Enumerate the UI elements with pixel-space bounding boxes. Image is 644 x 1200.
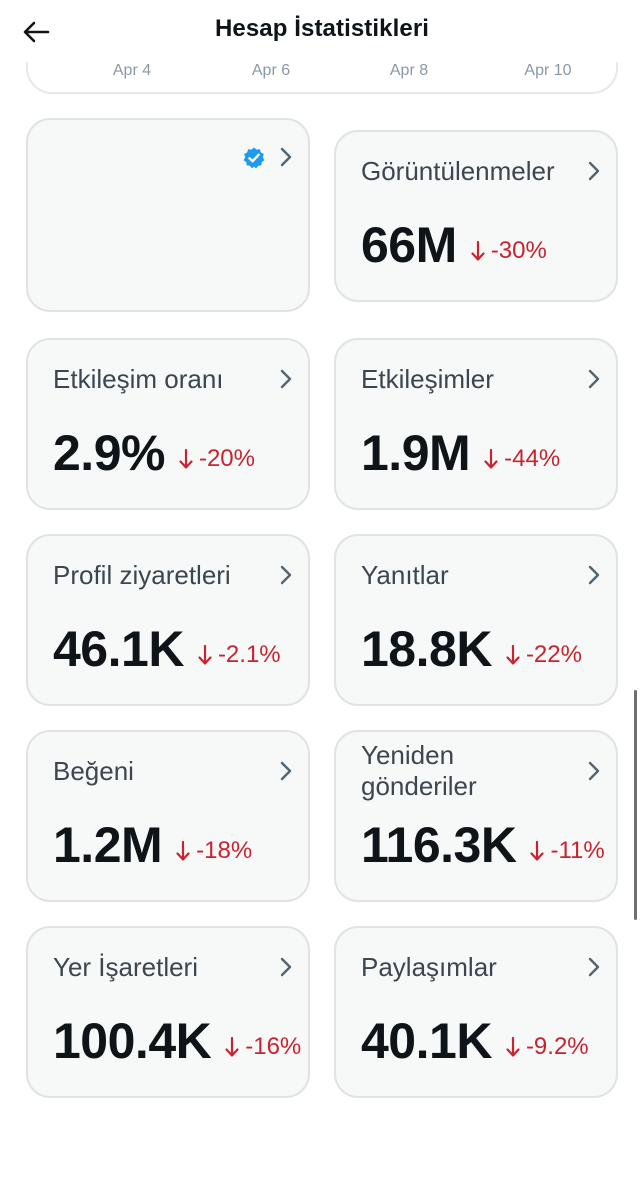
page-title: Hesap İstatistikleri [214, 15, 430, 42]
arrow-down-icon [484, 448, 498, 469]
stat-label: Yeniden gönderiler [361, 740, 477, 801]
x-tick: Apr 6 [251, 62, 291, 79]
stat-card-shares[interactable]: Paylaşımlar 40.1K -9.2% [334, 926, 618, 1098]
stat-delta-value: -16% [245, 1033, 302, 1060]
stat-label: Yer İşaretleri [53, 952, 198, 982]
arrow-down-icon [225, 1036, 239, 1057]
x-tick: Apr 10 [524, 62, 572, 79]
stat-label: Beğeni [53, 756, 134, 786]
x-tick: Apr 8 [389, 62, 429, 79]
stat-label: Profil ziyaretleri [53, 560, 231, 590]
arrow-left-icon [23, 21, 50, 43]
arrow-down-icon [471, 240, 485, 261]
arrow-down-icon [530, 840, 545, 861]
x-tick: Apr 4 [112, 62, 152, 79]
stat-delta: -16% [225, 1033, 301, 1061]
stat-value: 46.1K [53, 621, 184, 677]
stat-card-views[interactable]: Görüntülenmeler 66M -30% [334, 130, 618, 302]
stat-value: 66M [361, 217, 457, 273]
stat-label: Yanıtlar [361, 560, 449, 590]
stat-delta: -2.1% [198, 641, 281, 669]
chevron-right-icon [582, 364, 606, 394]
stat-card-bookmarks[interactable]: Yer İşaretleri 100.4K -16% [26, 926, 310, 1098]
stat-delta-value: -11% [550, 837, 605, 864]
chevron-right-icon [274, 142, 298, 172]
verified-badge-icon [243, 147, 265, 169]
arrow-down-icon [506, 1036, 520, 1057]
stat-delta-value: -30% [490, 237, 547, 264]
stat-card-reposts[interactable]: Yeniden gönderiler 116.3K -11% [334, 730, 618, 902]
stat-value: 1.2M [53, 817, 163, 873]
stat-delta: -9.2% [506, 1033, 589, 1061]
stat-delta: -18% [176, 837, 252, 865]
chevron-right-icon [274, 756, 298, 786]
top-bar: Hesap İstatistikleri [0, 0, 644, 62]
chevron-right-icon [582, 756, 606, 786]
stat-delta: -20% [179, 445, 255, 473]
arrow-down-icon [506, 644, 520, 665]
stat-label: Etkileşim oranı [53, 364, 224, 394]
stat-delta: -44% [484, 445, 560, 473]
chevron-right-icon [274, 560, 298, 590]
stat-value: 100.4K [53, 1013, 212, 1069]
stat-delta: -22% [506, 641, 582, 669]
stat-card-replies[interactable]: Yanıtlar 18.8K -22% [334, 534, 618, 706]
stat-value: 2.9% [53, 425, 165, 481]
stat-card-engagements[interactable]: Etkileşimler 1.9M -44% [334, 338, 618, 510]
stat-label: Paylaşımlar [361, 952, 497, 982]
back-button[interactable] [16, 12, 56, 52]
stat-delta-value: -2.1% [217, 641, 281, 668]
stat-delta-value: -44% [504, 445, 561, 472]
chevron-right-icon [274, 364, 298, 394]
arrow-down-icon [179, 448, 193, 469]
stat-label: Görüntülenmeler [361, 156, 555, 186]
stat-delta: -30% [471, 237, 547, 265]
chevron-right-icon [582, 952, 606, 982]
stat-delta-value: -22% [525, 641, 582, 668]
stat-delta: -11% [530, 837, 605, 865]
stat-card-likes[interactable]: Beğeni 1.2M -18% [26, 730, 310, 902]
stat-delta-value: -18% [196, 837, 253, 864]
arrow-down-icon [198, 644, 212, 665]
stat-label: Etkileşimler [361, 364, 494, 394]
stat-delta-value: -20% [198, 445, 255, 472]
chevron-right-icon [582, 560, 606, 590]
stat-value: 18.8K [361, 621, 492, 677]
chevron-right-icon [274, 952, 298, 982]
stat-value: 1.9M [361, 425, 471, 481]
chevron-right-icon [582, 156, 606, 186]
stat-value: 40.1K [361, 1013, 492, 1069]
stat-value: 116.3K [361, 817, 517, 873]
stat-delta-value: -9.2% [525, 1033, 589, 1060]
stat-card-engagement-rate[interactable]: Etkileşim oranı 2.9% -20% [26, 338, 310, 510]
scrollbar[interactable] [634, 690, 637, 920]
chart-x-axis: Apr 4 Apr 6 Apr 8 Apr 10 [28, 62, 616, 86]
stat-card-profile-visits[interactable]: Profil ziyaretleri 46.1K -2.1% [26, 534, 310, 706]
profile-card[interactable] [26, 118, 310, 312]
arrow-down-icon [176, 840, 190, 861]
